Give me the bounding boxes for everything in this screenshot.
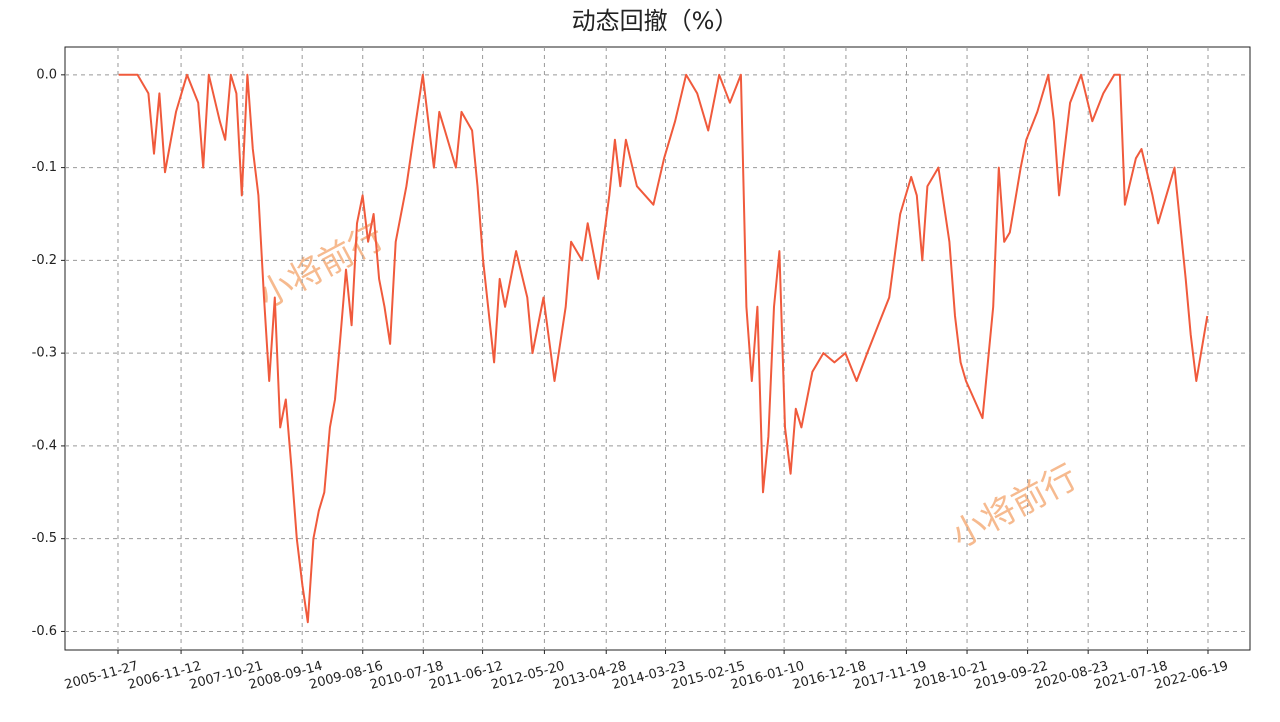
y-tick-label: -0.1 [32,160,57,175]
y-tick-label: -0.6 [32,624,57,639]
watermark: 小将前行 [945,457,1084,556]
plot-frame [64,46,1251,651]
y-tick-label: -0.4 [32,438,57,453]
chart-title: 动态回撤（%） [572,7,739,35]
y-tick-label: -0.3 [32,346,57,361]
y-tick-label: -0.5 [32,531,57,546]
drawdown-line [118,73,1209,624]
y-tick-label: -0.2 [32,253,57,268]
y-tick-label: 0.0 [36,67,57,82]
